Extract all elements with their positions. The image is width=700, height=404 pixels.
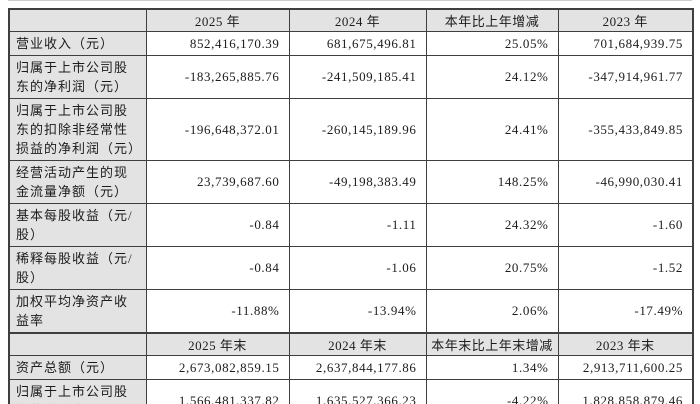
cell-2025: -11.88%	[145, 289, 290, 334]
cell-change: 24.12%	[425, 55, 559, 99]
cell-2025: 2,673,082,859.15	[145, 355, 290, 380]
row-label: 经营活动产生的现金流量净额（元）	[8, 160, 147, 204]
cell-2024: -49,198,383.49	[288, 160, 427, 204]
row-label: 稀释每股收益（元/股）	[8, 246, 147, 290]
cell-2025: -0.84	[145, 203, 290, 247]
cell-2024: 1,635,527,366.23	[288, 379, 427, 404]
cell-change: 24.32%	[425, 203, 559, 247]
cell-change: 1.34%	[425, 355, 559, 380]
cell-2023: -1.60	[557, 203, 694, 247]
cell-2024: -260,145,189.96	[288, 98, 427, 161]
cell-2023: -347,914,961.77	[557, 55, 694, 99]
row-operating-revenue: 营业收入（元） 852,416,170.39 681,675,496.81 25…	[8, 31, 694, 56]
corner-cell	[8, 8, 147, 32]
cell-2023: 2,913,711,600.25	[557, 355, 694, 380]
cell-2024: -13.94%	[288, 289, 427, 334]
col-header-2024-end: 2024 年末	[288, 332, 427, 356]
top-divider-line	[8, 0, 692, 1]
cell-change: 24.41%	[425, 98, 559, 161]
cell-2024: 2,637,844,177.86	[288, 355, 427, 380]
col-header-yoy-change: 本年比上年增减	[425, 8, 559, 32]
row-label: 归属于上市公司股东的扣除非经常性损益的净利润（元）	[8, 98, 147, 161]
col-header-end-change: 本年末比上年末增减	[425, 332, 559, 356]
col-header-2023-end: 2023 年末	[557, 332, 694, 356]
col-header-2024: 2024 年	[288, 8, 427, 32]
annual-header-row: 2025 年 2024 年 本年比上年增减 2023 年	[8, 8, 694, 32]
corner-cell	[8, 332, 147, 356]
row-total-assets: 资产总额（元） 2,673,082,859.15 2,637,844,177.8…	[8, 355, 694, 380]
cell-2023: -1.52	[557, 246, 694, 290]
row-label: 归属于上市公司股东的净资产（元）	[8, 379, 147, 404]
cell-change: 20.75%	[425, 246, 559, 290]
cell-2025: -0.84	[145, 246, 290, 290]
row-label: 归属于上市公司股东的净利润（元）	[8, 55, 147, 99]
row-label: 资产总额（元）	[8, 355, 147, 380]
cell-2024: 681,675,496.81	[288, 31, 427, 56]
row-label: 基本每股收益（元/股）	[8, 203, 147, 247]
key-financials-table: 2025 年 2024 年 本年比上年增减 2023 年 营业收入（元） 852…	[8, 8, 694, 404]
row-net-profit-attributable: 归属于上市公司股东的净利润（元） -183,265,885.76 -241,50…	[8, 55, 694, 99]
cell-change: 25.05%	[425, 31, 559, 56]
col-header-2023: 2023 年	[557, 8, 694, 32]
cell-2023: -46,990,030.41	[557, 160, 694, 204]
row-label: 营业收入（元）	[8, 31, 147, 56]
cell-2023: -17.49%	[557, 289, 694, 334]
row-basic-eps: 基本每股收益（元/股） -0.84 -1.11 24.32% -1.60	[8, 203, 694, 247]
row-net-assets-attributable: 归属于上市公司股东的净资产（元） 1,566,481,337.82 1,635,…	[8, 379, 694, 404]
cell-2025: 1,566,481,337.82	[145, 379, 290, 404]
cell-2025: 23,739,687.60	[145, 160, 290, 204]
col-header-2025-end: 2025 年末	[145, 332, 290, 356]
cell-change: 148.25%	[425, 160, 559, 204]
cell-change: 2.06%	[425, 289, 559, 334]
cell-2025: -196,648,372.01	[145, 98, 290, 161]
cell-2024: -241,509,185.41	[288, 55, 427, 99]
cell-change: -4.22%	[425, 379, 559, 404]
col-header-2025: 2025 年	[145, 8, 290, 32]
cell-2024: -1.06	[288, 246, 427, 290]
cell-2023: 701,684,939.75	[557, 31, 694, 56]
row-operating-cash-flow: 经营活动产生的现金流量净额（元） 23,739,687.60 -49,198,3…	[8, 160, 694, 204]
cell-2023: 1,828,858,879.46	[557, 379, 694, 404]
row-weighted-avg-roe: 加权平均净资产收益率 -11.88% -13.94% 2.06% -17.49%	[8, 289, 694, 334]
cell-2025: 852,416,170.39	[145, 31, 290, 56]
row-diluted-eps: 稀释每股收益（元/股） -0.84 -1.06 20.75% -1.52	[8, 246, 694, 290]
cell-2025: -183,265,885.76	[145, 55, 290, 99]
row-net-profit-excl-nonrecurring: 归属于上市公司股东的扣除非经常性损益的净利润（元） -196,648,372.0…	[8, 98, 694, 161]
cell-2023: -355,433,849.85	[557, 98, 694, 161]
row-label: 加权平均净资产收益率	[8, 289, 147, 334]
period-end-header-row: 2025 年末 2024 年末 本年末比上年末增减 2023 年末	[8, 332, 694, 356]
cell-2024: -1.11	[288, 203, 427, 247]
